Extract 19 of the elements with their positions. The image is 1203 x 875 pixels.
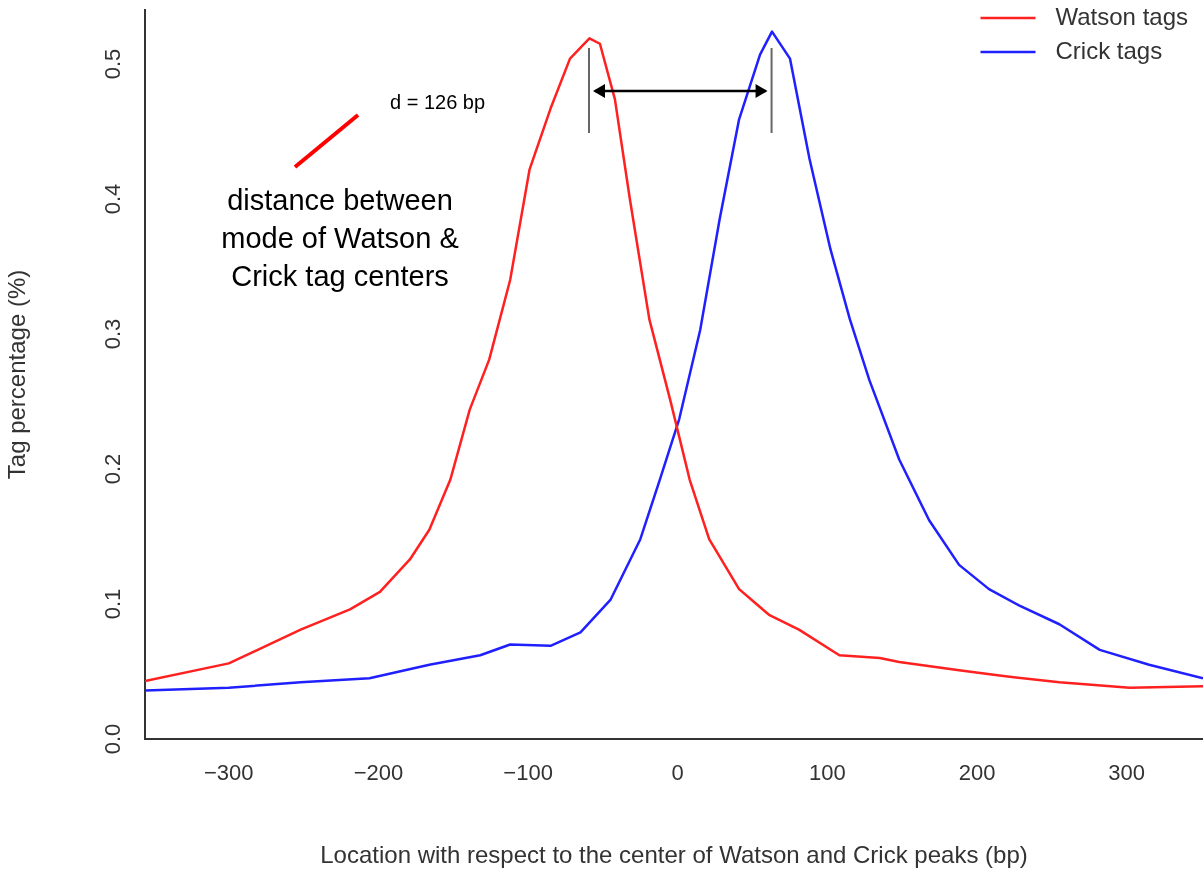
legend-label: Crick tags — [1055, 36, 1163, 64]
y-tick-label: 0.2 — [100, 453, 126, 485]
x-tick-label: 200 — [958, 760, 996, 786]
x-axis-title: Location with respect to the center of Watson and Crick peaks (bp) — [320, 841, 1028, 869]
y-tick-label: 0.3 — [100, 318, 126, 350]
annotation: distance between mode of Watson & Crick tag centers — [221, 184, 459, 292]
x-tick-label: 300 — [1108, 760, 1146, 786]
legend-label: Watson tags — [1055, 2, 1189, 30]
annotation: d = 126 bp — [390, 90, 486, 113]
y-axis-title: Tag percentage (%) — [3, 269, 31, 480]
x-tick-label: −200 — [353, 760, 404, 786]
x-tick-label: 0 — [671, 760, 684, 786]
y-tick-label: 0.4 — [100, 183, 126, 215]
x-tick-label: −300 — [204, 760, 254, 786]
x-tick-label: −100 — [503, 760, 553, 786]
y-tick-label: 0.5 — [100, 48, 126, 80]
x-tick-label: 100 — [809, 760, 846, 786]
y-tick-label: 0.1 — [100, 588, 126, 620]
y-tick-label: 0.0 — [100, 723, 126, 755]
